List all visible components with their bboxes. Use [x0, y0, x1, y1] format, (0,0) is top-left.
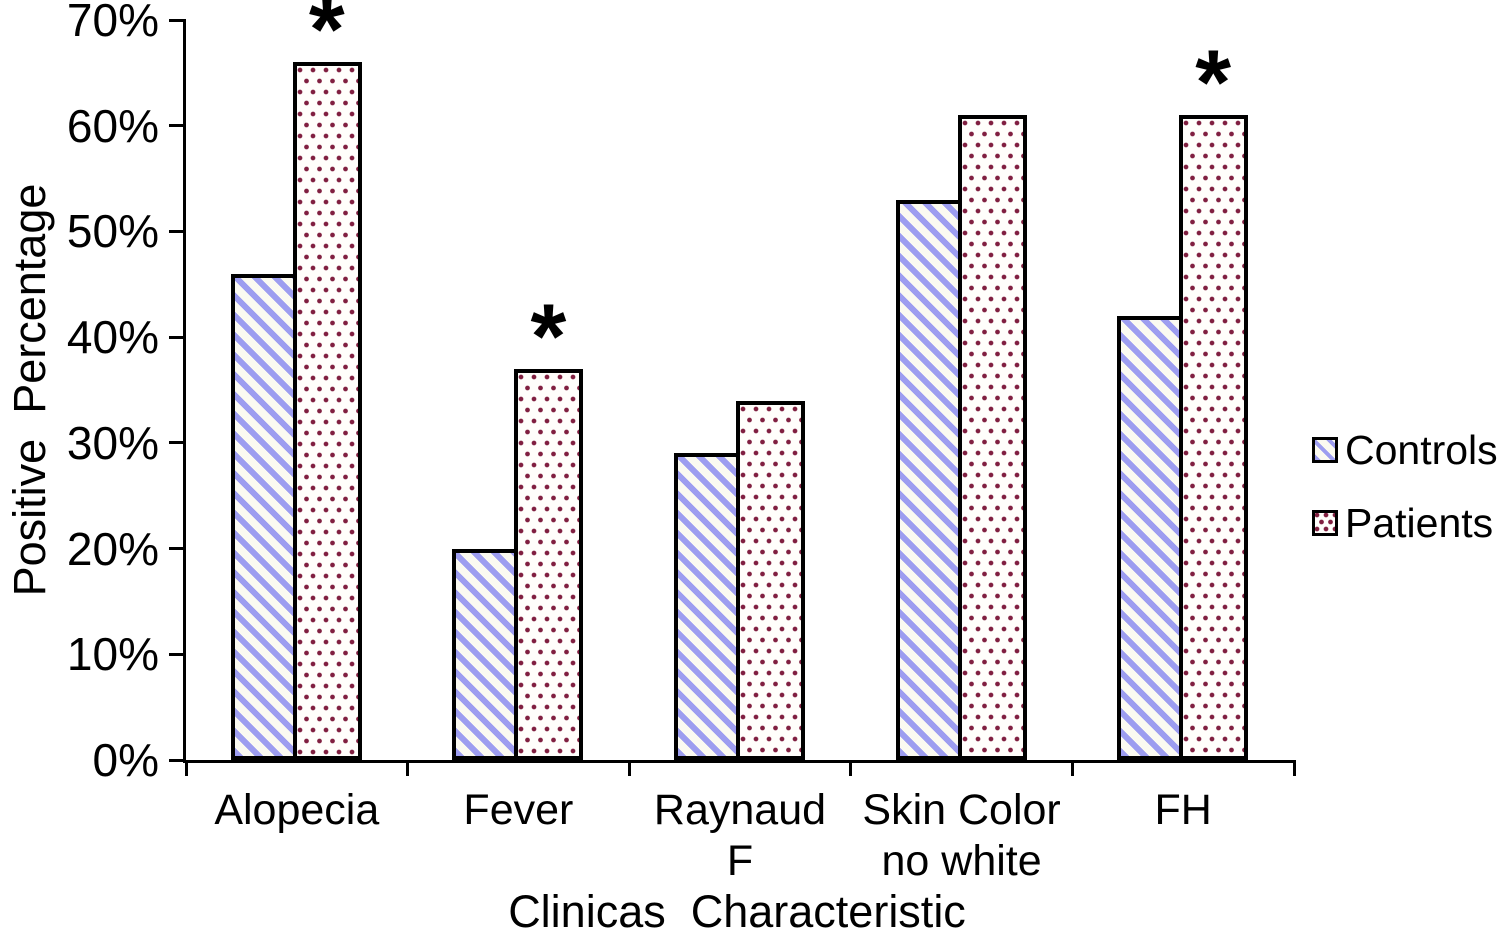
x-axis-title: Clinicas Characteristic	[508, 886, 966, 937]
patients-bar	[957, 115, 1027, 760]
significance-asterisk: *	[1195, 32, 1232, 135]
y-tick-label: 10%	[66, 628, 159, 681]
category-label: FH	[1154, 786, 1212, 834]
significance-asterisk: *	[530, 285, 567, 388]
patients-bar	[292, 62, 362, 760]
legend-item-controls: Controls	[1312, 428, 1498, 472]
y-tick-label: 40%	[66, 311, 159, 364]
y-tick	[169, 652, 186, 656]
y-tick	[169, 229, 186, 233]
y-tick	[169, 441, 186, 445]
legend-label: Patients	[1345, 500, 1494, 546]
category-label: Alopecia	[214, 786, 380, 834]
category-label: Raynaud F	[653, 786, 827, 885]
legend-swatch-patients	[1312, 510, 1338, 536]
category-label: Skin Color no white	[862, 786, 1061, 885]
x-tick	[184, 760, 188, 776]
y-tick	[169, 335, 186, 339]
significance-asterisk: *	[308, 0, 345, 82]
controls-bar	[674, 453, 740, 760]
patients-bar	[514, 368, 584, 760]
category-label: Fever	[463, 786, 574, 834]
legend-swatch-controls	[1312, 437, 1338, 463]
y-tick	[169, 18, 186, 22]
y-tick-label: 70%	[66, 0, 159, 46]
patients-bar	[1179, 115, 1249, 760]
x-tick	[1292, 760, 1296, 776]
y-tick-label: 30%	[66, 416, 159, 469]
controls-bar	[452, 548, 519, 760]
x-tick	[849, 760, 853, 776]
y-tick	[169, 124, 186, 128]
controls-bar	[1117, 316, 1184, 760]
legend-item-patients: Patients	[1312, 501, 1498, 545]
x-tick	[627, 760, 631, 776]
y-tick	[169, 547, 186, 551]
plot-area: 70% 60% 50% 40% 30% 20% 10% 0% * Alopecia * Fever Ra…	[67, 0, 1296, 885]
controls-bar	[230, 273, 297, 760]
y-tick-label: 20%	[66, 522, 159, 575]
controls-bar	[895, 199, 962, 760]
y-tick-label: 50%	[66, 205, 159, 258]
x-tick	[1070, 760, 1074, 776]
legend-label: Controls	[1345, 427, 1498, 473]
legend: Controls Patients	[1312, 428, 1498, 574]
x-tick	[406, 760, 410, 776]
y-tick	[169, 758, 186, 762]
y-tick-label: 60%	[66, 99, 159, 152]
y-axis-title: Positive Percentage	[4, 183, 55, 597]
y-tick-label: 0%	[92, 734, 159, 786]
patients-bar	[736, 400, 805, 760]
